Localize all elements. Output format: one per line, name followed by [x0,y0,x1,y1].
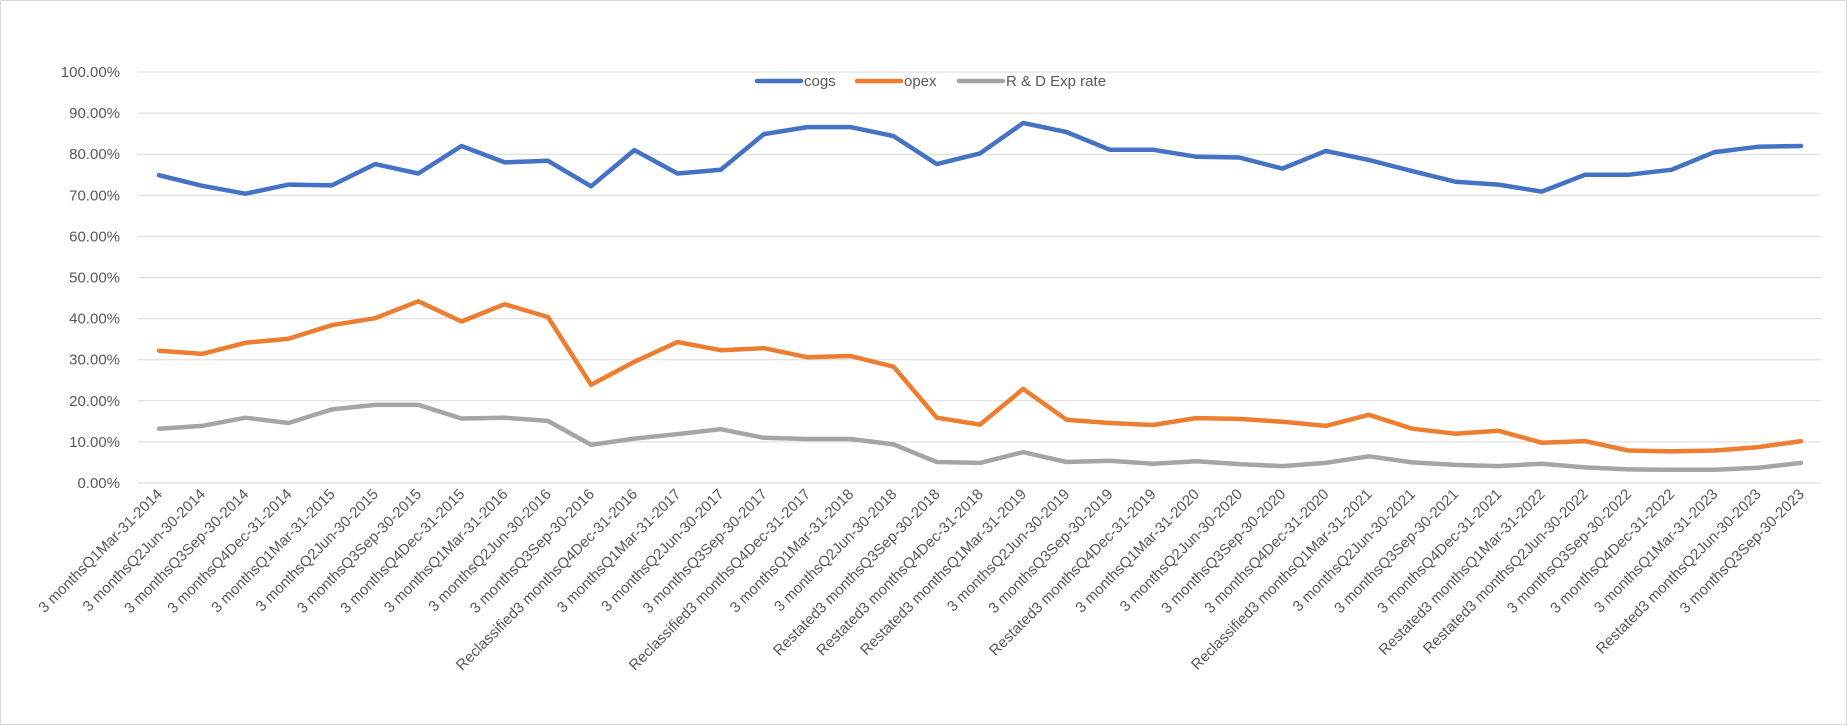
series-lines [156,120,1804,473]
y-tick-label: 50.00% [69,270,120,287]
series-line-cogs [156,120,1804,196]
legend-label: cogs [804,73,836,90]
gridlines [138,71,1821,484]
y-tick-label: 90.00% [69,105,120,122]
y-tick-label: 30.00% [69,352,120,369]
y-tick-label: 60.00% [69,228,120,245]
y-tick-label: 80.00% [69,146,120,163]
legend-label: opex [904,73,937,90]
legend-label: R & D Exp rate [1006,73,1106,90]
y-tick-label: 100.00% [61,64,120,81]
y-tick-label: 10.00% [69,434,120,451]
y-axis: 0.00% 10.00% 20.00% 30.00% 40.00% 50.00% 60.00… [61,64,120,492]
y-tick-label: 40.00% [69,311,120,328]
y-tick-label: 70.00% [69,187,120,204]
legend: cogs opex R & D Exp rate [754,73,1106,90]
series-line-opex [156,299,1804,454]
y-tick-label: 0.00% [77,475,120,492]
y-tick-label: 20.00% [69,393,120,410]
series-line-r-d-exp-rate [156,402,1804,473]
